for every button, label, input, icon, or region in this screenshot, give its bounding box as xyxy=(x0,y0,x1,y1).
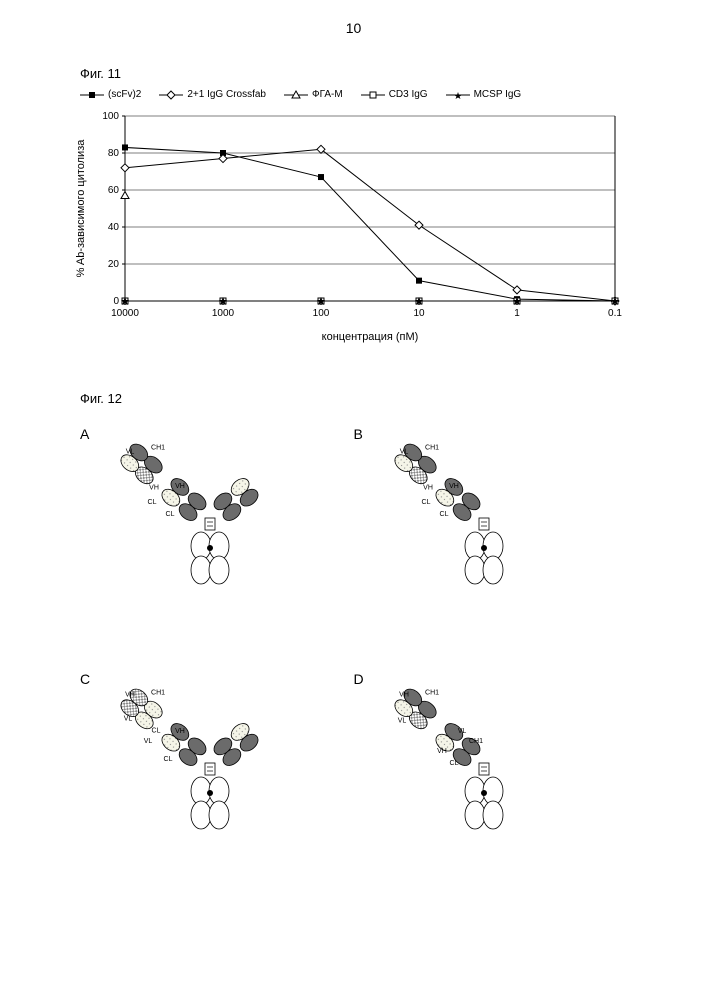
svg-text:CL: CL xyxy=(166,511,175,518)
svg-text:100: 100 xyxy=(102,111,119,122)
svg-text:VH: VH xyxy=(399,691,409,698)
svg-text:20: 20 xyxy=(108,259,120,270)
legend-item: MCSP IgG xyxy=(446,89,522,100)
svg-text:CL: CL xyxy=(421,499,430,506)
svg-text:10000: 10000 xyxy=(111,308,139,319)
fig11-legend: (scFv)2 2+1 IgG Crossfab ФГА-М CD3 IgG M… xyxy=(80,89,667,100)
chart-svg: 0 20 40 60 80 100 10000 1000 100 10 1 0.1 концентрац… xyxy=(70,106,630,346)
svg-text:CH1: CH1 xyxy=(425,444,439,451)
panel-letter: C xyxy=(80,671,90,687)
legend-label: MCSP IgG xyxy=(474,89,522,100)
svg-text:% Ab-зависимого цитолиза: % Ab-зависимого цитолиза xyxy=(75,139,87,278)
legend-label: CD3 IgG xyxy=(389,89,428,100)
svg-text:VH: VH xyxy=(125,691,135,698)
legend-label: 2+1 IgG Crossfab xyxy=(187,89,266,100)
legend-label: ФГА-М xyxy=(312,89,343,100)
svg-text:CL: CL xyxy=(164,756,173,763)
page-number: 10 xyxy=(40,20,667,36)
svg-text:100: 100 xyxy=(313,308,330,319)
svg-text:CH1: CH1 xyxy=(151,444,165,451)
svg-text:40: 40 xyxy=(108,222,120,233)
legend-item: CD3 IgG xyxy=(361,89,428,100)
svg-text:VL: VL xyxy=(397,717,406,724)
fig11-label: Фиг. 11 xyxy=(80,66,667,81)
panel-letter: A xyxy=(80,426,89,442)
svg-text:CL: CL xyxy=(152,727,161,734)
legend-item: 2+1 IgG Crossfab xyxy=(159,89,266,100)
svg-text:1000: 1000 xyxy=(212,308,235,319)
svg-text:VH: VH xyxy=(437,748,447,755)
svg-text:CH1: CH1 xyxy=(151,689,165,696)
fig12-label: Фиг. 12 xyxy=(80,391,667,406)
fig11-chart: 0 20 40 60 80 100 10000 1000 100 10 1 0.1 концентрац… xyxy=(70,106,667,351)
panel-B: B VLCH1VHCLVHCL xyxy=(374,426,608,611)
svg-text:концентрация (пМ): концентрация (пМ) xyxy=(322,331,419,343)
fig12-grid: A VLCH1VHCLVHCL B VLCH1VHCLVHCL C VHCH1V… xyxy=(100,426,607,856)
svg-text:60: 60 xyxy=(108,185,120,196)
svg-text:VH: VH xyxy=(449,483,459,490)
panel-D: D VHCH1VLVLCH1VHCL xyxy=(374,671,608,856)
antibody-diagram: VL CH1 VH CL VH CL xyxy=(100,426,300,606)
svg-text:VH: VH xyxy=(149,484,159,491)
svg-text:0: 0 xyxy=(113,296,119,307)
panel-letter: B xyxy=(354,426,363,442)
panel-A: A VLCH1VHCLVHCL xyxy=(100,426,334,611)
svg-text:VL: VL xyxy=(126,448,135,455)
svg-text:VH: VH xyxy=(175,483,185,490)
svg-text:VH: VH xyxy=(175,728,185,735)
panel-C: C VHCH1VLCLVHCLVL xyxy=(100,671,334,856)
svg-text:VH: VH xyxy=(423,484,433,491)
svg-text:VL: VL xyxy=(124,715,133,722)
svg-text:80: 80 xyxy=(108,148,120,159)
svg-text:CH1: CH1 xyxy=(468,738,482,745)
svg-text:VL: VL xyxy=(399,448,408,455)
svg-text:VL: VL xyxy=(457,728,466,735)
antibody-diagram: VH CH1 VL CL VH CL VL xyxy=(100,671,300,851)
svg-text:1: 1 xyxy=(514,308,520,319)
legend-item: ФГА-М xyxy=(284,89,343,100)
svg-text:VL: VL xyxy=(144,738,153,745)
svg-text:CL: CL xyxy=(148,499,157,506)
svg-text:CH1: CH1 xyxy=(425,689,439,696)
antibody-diagram: VHCH1VLVLCH1VHCL xyxy=(374,671,574,851)
svg-text:10: 10 xyxy=(413,308,425,319)
svg-text:CL: CL xyxy=(439,511,448,518)
antibody-diagram: VL CH1 VH CL VH CL xyxy=(374,426,574,606)
svg-text:0.1: 0.1 xyxy=(608,308,622,319)
panel-letter: D xyxy=(354,671,364,687)
legend-label: (scFv)2 xyxy=(108,89,141,100)
svg-text:CL: CL xyxy=(449,760,458,767)
legend-item: (scFv)2 xyxy=(80,89,141,100)
